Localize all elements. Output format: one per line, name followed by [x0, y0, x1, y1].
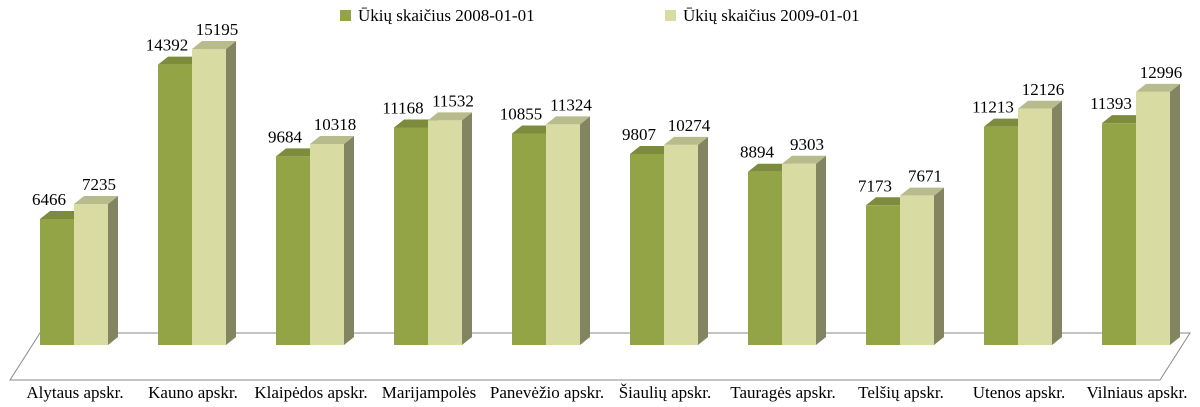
- legend-swatch: [665, 10, 676, 21]
- bar: [782, 155, 826, 345]
- bar-top: [40, 211, 84, 220]
- value-label: 12126: [1022, 80, 1065, 99]
- bar-top: [158, 56, 202, 65]
- x-tick-label: Šiaulių apskr.: [618, 383, 712, 402]
- bar-top: [900, 187, 944, 196]
- bar: [1136, 83, 1180, 345]
- bar-top: [866, 197, 910, 206]
- value-label: 8894: [740, 143, 775, 162]
- value-label: 11168: [382, 98, 423, 117]
- bar-top: [512, 125, 556, 134]
- bar-front: [428, 120, 462, 345]
- x-tick-label: Marijampolės apskr.: [381, 383, 477, 407]
- x-tick-label: Klaipėdos apskr.: [254, 383, 368, 402]
- bar-front: [512, 133, 546, 345]
- bar-top: [276, 148, 320, 157]
- bar-front: [40, 219, 74, 345]
- value-label: 9807: [622, 125, 657, 144]
- value-label: 7235: [82, 175, 116, 194]
- bar-top: [630, 145, 674, 154]
- bar: [900, 187, 944, 345]
- bar-top: [1136, 83, 1180, 92]
- value-label: 7173: [858, 176, 892, 195]
- bar-front: [782, 163, 816, 345]
- legend-label: Ūkių skaičius 2009-01-01: [683, 6, 860, 25]
- bar-side: [108, 196, 118, 345]
- value-label: 11532: [432, 91, 474, 110]
- bar-top: [192, 41, 236, 49]
- value-label: 10855: [500, 105, 543, 124]
- x-tick-label: Telšių apskr.: [858, 383, 944, 402]
- value-label: 15195: [196, 20, 239, 39]
- bar-front: [546, 124, 580, 345]
- bar-side: [816, 155, 826, 345]
- x-tick-label: Vilniaus apskr.: [1086, 383, 1188, 402]
- bar-front: [664, 144, 698, 345]
- value-label: 7671: [908, 167, 942, 186]
- bar-front: [310, 144, 344, 345]
- bar-side: [1052, 100, 1062, 346]
- bar-front: [748, 171, 782, 345]
- bar-top: [394, 119, 438, 128]
- value-label: 9303: [790, 135, 824, 154]
- value-label: 10274: [668, 116, 711, 135]
- value-label: 12996: [1140, 63, 1183, 82]
- value-label: 6466: [32, 190, 66, 209]
- bar-side: [226, 41, 236, 345]
- bar-side: [344, 136, 354, 345]
- bar-front: [984, 126, 1018, 345]
- bar-top: [546, 116, 590, 125]
- bar-side: [1170, 83, 1180, 345]
- bar-front: [900, 195, 934, 345]
- bar-top: [428, 112, 472, 121]
- bar: [310, 136, 354, 345]
- bar-front: [630, 153, 664, 345]
- bar-top: [310, 136, 354, 145]
- bar-front: [192, 49, 226, 345]
- bar: [546, 116, 590, 345]
- value-label: 9684: [268, 127, 303, 146]
- value-label: 10318: [314, 115, 357, 134]
- bar: [664, 136, 708, 345]
- x-tick-label: Alytaus apskr.: [26, 383, 124, 402]
- bar-side: [462, 112, 472, 345]
- x-tick-label: Kauno apskr.: [148, 383, 238, 402]
- bar: [1018, 100, 1062, 346]
- bar-top: [1018, 100, 1062, 109]
- legend-label: Ūkių skaičius 2008-01-01: [358, 6, 535, 25]
- bar-top: [1102, 115, 1146, 124]
- bar-side: [580, 116, 590, 345]
- bar-top: [782, 155, 826, 164]
- bar-front: [1018, 108, 1052, 346]
- bar-front: [866, 205, 900, 345]
- value-label: 11393: [1090, 94, 1132, 113]
- bar-top: [74, 196, 118, 205]
- legend-swatch: [340, 10, 351, 21]
- bar-front: [158, 64, 192, 345]
- bar-front: [276, 156, 310, 345]
- bar-top: [664, 136, 708, 145]
- value-label: 11213: [972, 98, 1014, 117]
- value-label: 14392: [146, 36, 189, 55]
- bar-top: [984, 118, 1028, 127]
- bar: [428, 112, 472, 345]
- x-tick-label: Panevėžio apskr.: [489, 383, 605, 402]
- x-tick-label: Utenos apskr.: [972, 383, 1066, 402]
- x-tick-label: Tauragės apskr.: [730, 383, 836, 402]
- bar-side: [698, 136, 708, 345]
- bar-side: [934, 187, 944, 345]
- bar: [74, 196, 118, 345]
- bar-top: [748, 163, 792, 172]
- bar-front: [1102, 123, 1136, 345]
- value-label: 11324: [550, 95, 592, 114]
- bar: [192, 41, 236, 345]
- bar-front: [394, 127, 428, 345]
- bar-front: [1136, 91, 1170, 345]
- bar-front: [74, 204, 108, 345]
